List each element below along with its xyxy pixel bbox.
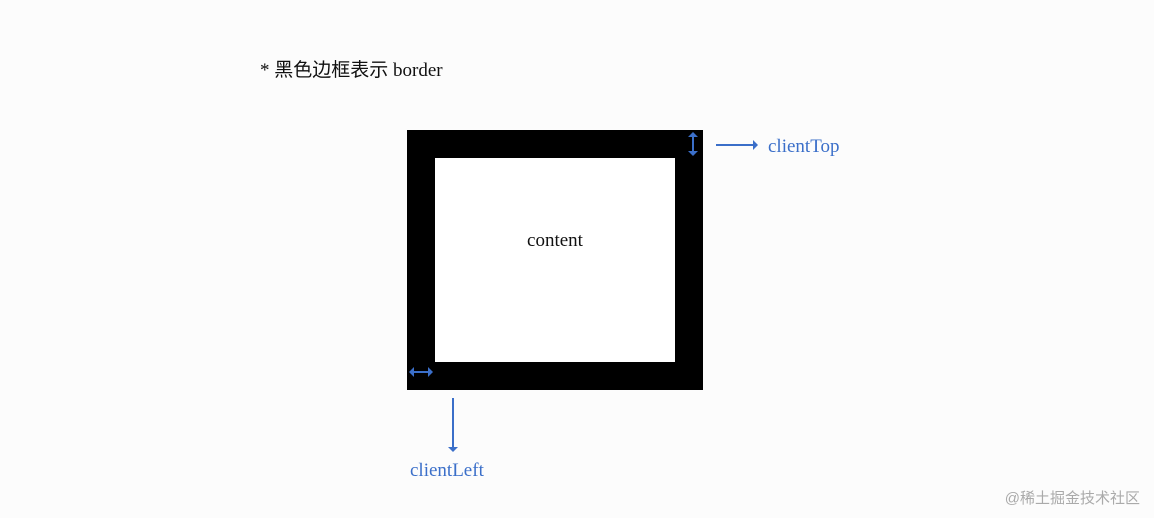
client-left-measure-arrow	[403, 366, 439, 378]
client-left-pointer-arrow	[447, 392, 459, 458]
box-model: content	[407, 130, 703, 390]
client-top-label: clientTop	[768, 136, 839, 158]
diagram-stage: * 黑色边框表示 border content clientTop client…	[0, 0, 1154, 518]
content-label: content	[435, 230, 675, 252]
watermark-text: @稀土掘金技术社区	[1005, 487, 1140, 508]
client-top-pointer-arrow	[710, 139, 764, 151]
client-top-measure-arrow	[687, 126, 699, 162]
caption-text: * 黑色边框表示 border	[260, 55, 443, 82]
client-left-label: clientLeft	[410, 460, 484, 482]
